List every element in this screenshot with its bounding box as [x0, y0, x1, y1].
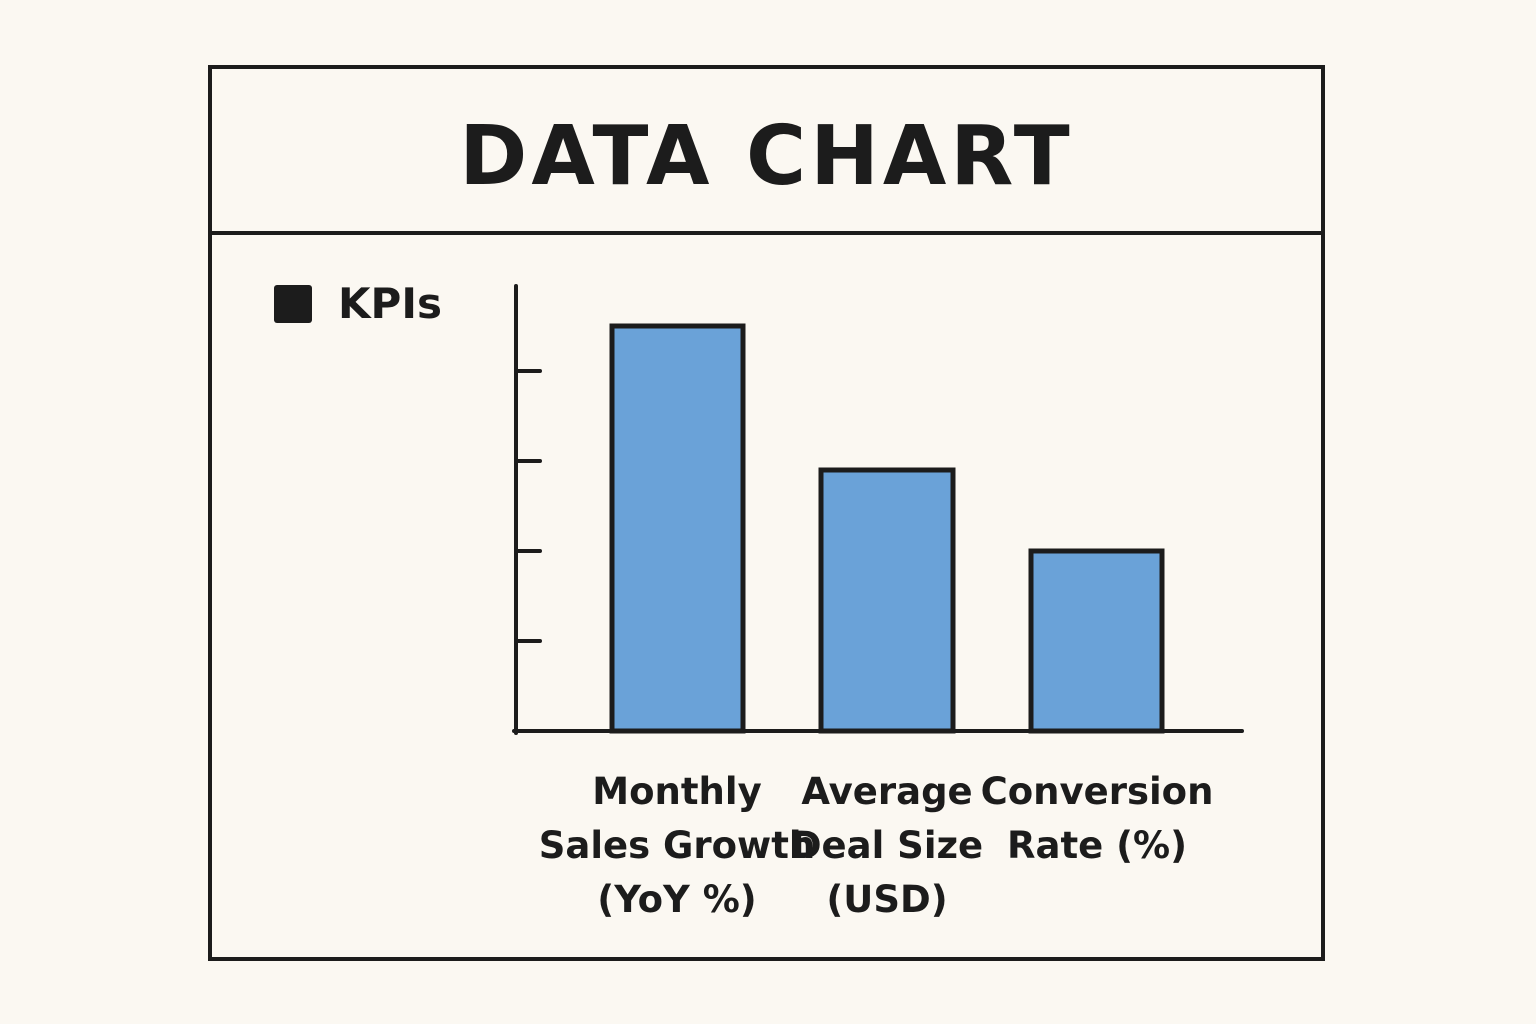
title-bar: DATA CHART	[212, 69, 1321, 235]
x-tick-label-line: Conversion	[980, 770, 1214, 813]
x-tick-label-line: Average	[801, 770, 973, 813]
bars-group	[609, 323, 1165, 734]
x-tick-label-line: Sales Growth	[538, 824, 816, 867]
chart-title: DATA CHART	[459, 108, 1074, 204]
x-tick-label-line: Deal Size	[790, 824, 984, 867]
x-tick-label-line: (YoY %)	[597, 878, 757, 921]
x-tick-label: Conversion Rate (%)	[981, 765, 1214, 873]
chart-frame: DATA CHART	[208, 65, 1325, 961]
legend-label: KPIs	[338, 279, 442, 328]
bar-2	[818, 467, 956, 734]
x-tick-label: Monthly Sales Growth (YoY %)	[539, 765, 816, 927]
bar-3	[1028, 548, 1165, 734]
y-ticks	[514, 369, 542, 643]
bar-1	[609, 323, 746, 734]
x-tick-label-line: Monthly	[592, 770, 762, 813]
x-tick-label-line: (USD)	[826, 878, 948, 921]
legend-swatch-icon	[274, 284, 312, 323]
x-tick-label-line: Rate (%)	[1006, 824, 1187, 867]
legend: KPIs	[274, 279, 442, 328]
x-tick-label: Average Deal Size (USD)	[791, 765, 983, 927]
